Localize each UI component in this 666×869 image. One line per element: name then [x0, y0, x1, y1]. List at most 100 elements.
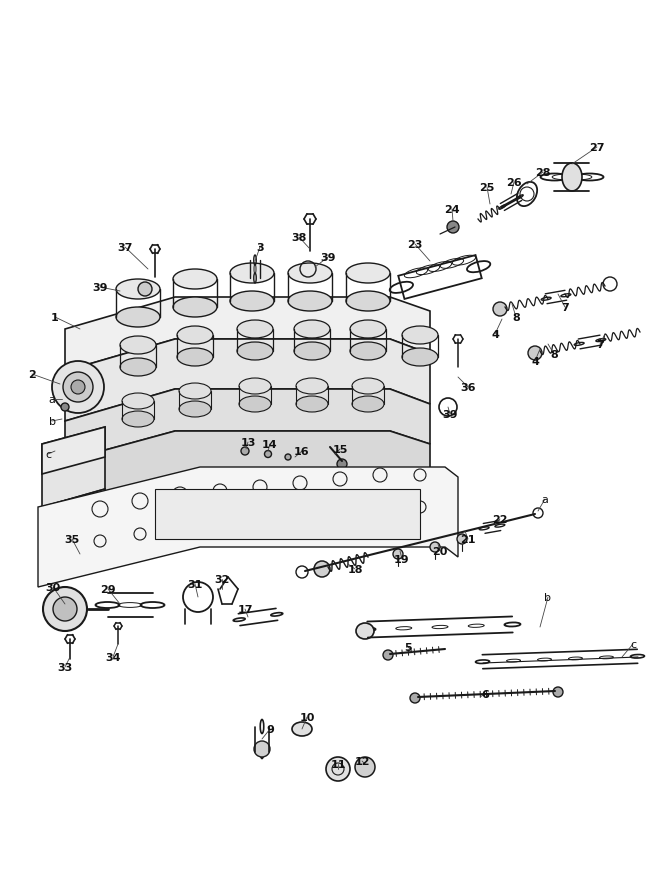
- Circle shape: [61, 403, 69, 412]
- Ellipse shape: [350, 321, 386, 339]
- Polygon shape: [42, 428, 105, 507]
- Ellipse shape: [356, 623, 374, 640]
- Text: 26: 26: [506, 178, 522, 188]
- Text: 14: 14: [262, 440, 278, 449]
- Text: 38: 38: [291, 233, 306, 242]
- Circle shape: [493, 302, 507, 316]
- Text: 4: 4: [491, 329, 499, 340]
- Ellipse shape: [296, 396, 328, 413]
- Text: 17: 17: [237, 604, 253, 614]
- Text: 31: 31: [187, 580, 202, 589]
- Circle shape: [337, 460, 347, 469]
- Text: 21: 21: [460, 534, 476, 544]
- Text: a: a: [541, 494, 548, 504]
- Ellipse shape: [296, 379, 328, 395]
- Polygon shape: [42, 489, 105, 537]
- Ellipse shape: [122, 412, 154, 428]
- Circle shape: [326, 757, 350, 781]
- Ellipse shape: [288, 263, 332, 283]
- Circle shape: [383, 650, 393, 660]
- Ellipse shape: [116, 308, 160, 328]
- Ellipse shape: [350, 342, 386, 361]
- Ellipse shape: [173, 269, 217, 289]
- Circle shape: [393, 549, 403, 560]
- Ellipse shape: [346, 263, 390, 283]
- Ellipse shape: [120, 359, 156, 376]
- Circle shape: [528, 347, 542, 361]
- Polygon shape: [38, 468, 458, 587]
- Ellipse shape: [292, 722, 312, 736]
- Text: 20: 20: [432, 547, 448, 556]
- Text: 5: 5: [404, 642, 412, 653]
- Text: 16: 16: [294, 447, 310, 456]
- Polygon shape: [42, 428, 105, 474]
- Text: 10: 10: [299, 713, 315, 722]
- Text: c: c: [630, 640, 636, 649]
- Ellipse shape: [71, 381, 85, 395]
- Text: 25: 25: [480, 182, 495, 193]
- Polygon shape: [155, 489, 420, 540]
- Text: 3: 3: [256, 242, 264, 253]
- Ellipse shape: [294, 321, 330, 339]
- Circle shape: [264, 451, 272, 458]
- Ellipse shape: [288, 292, 332, 312]
- Ellipse shape: [173, 298, 217, 318]
- Ellipse shape: [402, 348, 438, 367]
- Text: 6: 6: [481, 689, 489, 700]
- Circle shape: [410, 693, 420, 703]
- Text: 18: 18: [347, 564, 363, 574]
- Ellipse shape: [352, 396, 384, 413]
- Text: 37: 37: [117, 242, 133, 253]
- Text: 12: 12: [354, 756, 370, 766]
- Text: 24: 24: [444, 205, 460, 215]
- Circle shape: [355, 757, 375, 777]
- Circle shape: [43, 587, 87, 631]
- Polygon shape: [65, 298, 430, 372]
- Text: 39: 39: [320, 253, 336, 262]
- Text: 19: 19: [394, 554, 410, 564]
- Ellipse shape: [63, 373, 93, 402]
- Text: 7: 7: [561, 302, 569, 313]
- Circle shape: [53, 597, 77, 621]
- Text: 23: 23: [408, 240, 423, 249]
- Circle shape: [447, 222, 459, 234]
- Text: 30: 30: [45, 582, 61, 593]
- Text: 4: 4: [531, 356, 539, 367]
- Text: 8: 8: [550, 349, 558, 360]
- Ellipse shape: [120, 336, 156, 355]
- Polygon shape: [65, 340, 430, 421]
- Text: 39: 39: [442, 409, 458, 420]
- Ellipse shape: [239, 379, 271, 395]
- Ellipse shape: [237, 321, 273, 339]
- Ellipse shape: [122, 394, 154, 409]
- Text: 13: 13: [240, 437, 256, 448]
- Text: 39: 39: [93, 282, 108, 293]
- Text: 2: 2: [28, 369, 36, 380]
- Circle shape: [138, 282, 152, 296]
- Text: 11: 11: [330, 760, 346, 769]
- Text: 27: 27: [589, 143, 605, 153]
- Text: 1: 1: [51, 313, 59, 322]
- Text: 36: 36: [460, 382, 476, 393]
- Text: a: a: [49, 395, 55, 405]
- Ellipse shape: [562, 164, 582, 192]
- Ellipse shape: [52, 362, 104, 414]
- Text: 22: 22: [492, 514, 507, 524]
- Text: b: b: [545, 593, 551, 602]
- Circle shape: [457, 534, 467, 544]
- Text: 32: 32: [214, 574, 230, 584]
- Circle shape: [553, 687, 563, 697]
- Text: b: b: [49, 416, 55, 427]
- Ellipse shape: [239, 396, 271, 413]
- Text: 29: 29: [100, 584, 116, 594]
- Text: 8: 8: [512, 313, 520, 322]
- Ellipse shape: [230, 292, 274, 312]
- Ellipse shape: [177, 348, 213, 367]
- Text: 34: 34: [105, 653, 121, 662]
- Ellipse shape: [402, 327, 438, 345]
- Ellipse shape: [346, 292, 390, 312]
- Text: 33: 33: [57, 662, 73, 673]
- Text: 9: 9: [266, 724, 274, 734]
- Ellipse shape: [116, 280, 160, 300]
- Ellipse shape: [179, 401, 211, 417]
